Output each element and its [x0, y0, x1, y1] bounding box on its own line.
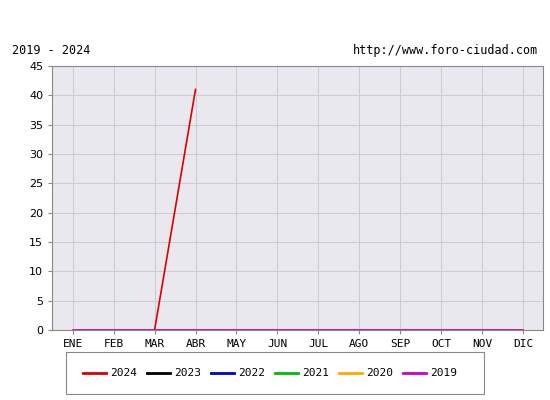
2021	[478, 328, 485, 332]
2022	[274, 328, 280, 332]
2020	[274, 328, 280, 332]
2019	[151, 328, 158, 332]
2023	[69, 328, 76, 332]
2021	[397, 328, 404, 332]
2024	[111, 328, 117, 332]
2024	[69, 328, 76, 332]
2020	[397, 328, 404, 332]
Text: 2019: 2019	[430, 368, 458, 378]
2020	[520, 328, 526, 332]
2020	[69, 328, 76, 332]
2022	[356, 328, 362, 332]
2020	[478, 328, 485, 332]
2019	[356, 328, 362, 332]
2021	[356, 328, 362, 332]
2019	[520, 328, 526, 332]
2022	[315, 328, 322, 332]
2023	[356, 328, 362, 332]
Text: 2022: 2022	[238, 368, 265, 378]
2023	[438, 328, 444, 332]
2020	[111, 328, 117, 332]
2019	[397, 328, 404, 332]
2023	[397, 328, 404, 332]
2023	[315, 328, 322, 332]
2021	[111, 328, 117, 332]
2019	[233, 328, 240, 332]
Text: http://www.foro-ciudad.com: http://www.foro-ciudad.com	[353, 44, 538, 57]
Text: 2019 - 2024: 2019 - 2024	[12, 44, 90, 57]
2021	[192, 328, 199, 332]
2023	[520, 328, 526, 332]
2022	[151, 328, 158, 332]
2019	[274, 328, 280, 332]
Line: 2024: 2024	[73, 90, 195, 330]
2020	[315, 328, 322, 332]
2022	[233, 328, 240, 332]
2019	[478, 328, 485, 332]
2020	[356, 328, 362, 332]
2019	[192, 328, 199, 332]
2024	[192, 87, 199, 92]
2022	[69, 328, 76, 332]
2020	[438, 328, 444, 332]
2023	[478, 328, 485, 332]
2021	[438, 328, 444, 332]
2023	[151, 328, 158, 332]
2022	[520, 328, 526, 332]
2021	[520, 328, 526, 332]
2019	[69, 328, 76, 332]
2021	[233, 328, 240, 332]
Text: 2020: 2020	[366, 368, 393, 378]
2024	[151, 328, 158, 332]
2021	[151, 328, 158, 332]
2021	[69, 328, 76, 332]
2020	[233, 328, 240, 332]
2020	[151, 328, 158, 332]
2023	[192, 328, 199, 332]
2023	[233, 328, 240, 332]
Text: 2024: 2024	[110, 368, 137, 378]
2021	[315, 328, 322, 332]
Text: 2021: 2021	[302, 368, 329, 378]
2022	[111, 328, 117, 332]
2021	[274, 328, 280, 332]
2023	[111, 328, 117, 332]
2020	[192, 328, 199, 332]
2019	[315, 328, 322, 332]
2019	[438, 328, 444, 332]
2022	[192, 328, 199, 332]
2022	[478, 328, 485, 332]
2022	[438, 328, 444, 332]
2019	[111, 328, 117, 332]
2023	[274, 328, 280, 332]
2022	[397, 328, 404, 332]
Text: Evolucion Nº Turistas Extranjeros en el municipio de Medrano: Evolucion Nº Turistas Extranjeros en el …	[70, 11, 480, 24]
Text: 2023: 2023	[174, 368, 201, 378]
